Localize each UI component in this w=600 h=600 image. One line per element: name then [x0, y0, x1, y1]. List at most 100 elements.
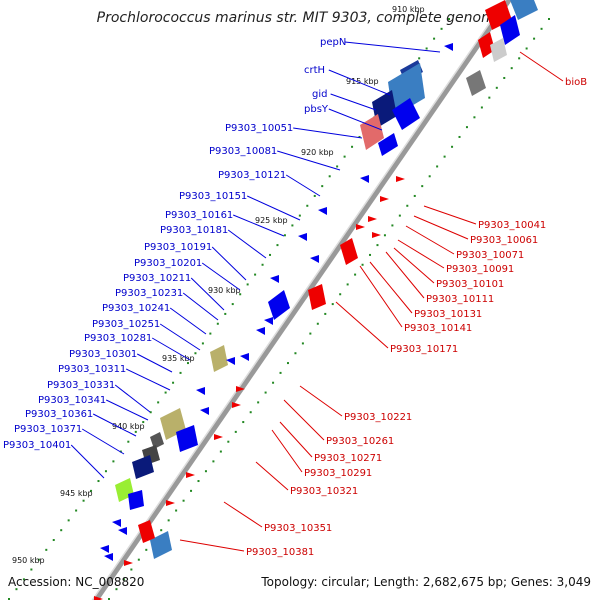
gene-label-left[interactable]: P9303_10251: [92, 319, 160, 330]
gene-leader-line: [182, 292, 219, 321]
gene-label-left[interactable]: P9303_10241: [102, 303, 170, 314]
gene-label-left[interactable]: crtH: [304, 65, 325, 76]
gene-label-right[interactable]: P9303_10141: [404, 323, 472, 334]
scale-tick: [45, 548, 48, 551]
gene-label-right[interactable]: P9303_10291: [304, 468, 372, 479]
gene-label-right[interactable]: P9303_10351: [264, 523, 332, 534]
scale-tick: [246, 283, 249, 286]
gene-label-left[interactable]: P9303_10231: [115, 288, 183, 299]
gene-block-P9303_10381[interactable]: [138, 520, 155, 543]
gene-arrow-forward[interactable]: [270, 275, 279, 283]
gene-label-right[interactable]: P9303_10321: [290, 486, 358, 497]
gene-arrow-reverse[interactable]: [124, 560, 133, 566]
gene-block-reverse-lightblue[interactable]: [150, 531, 172, 559]
gene-label-left[interactable]: P9303_10361: [25, 409, 93, 420]
gene-label-right[interactable]: P9303_10041: [478, 220, 546, 231]
gene-label-right[interactable]: bioB: [565, 77, 587, 88]
gene-arrow-forward[interactable]: [444, 43, 453, 51]
gene-arrow-forward[interactable]: [240, 353, 249, 361]
gene-label-left[interactable]: P9303_10331: [47, 380, 115, 391]
gene-arrow-reverse[interactable]: [356, 224, 365, 230]
gene-arrow-forward[interactable]: [298, 233, 307, 241]
gene-arrow-forward[interactable]: [100, 545, 109, 553]
gene-label-left[interactable]: P9303_10121: [218, 170, 286, 181]
gene-arrow-forward[interactable]: [200, 407, 209, 415]
gene-arrow-reverse[interactable]: [232, 402, 241, 408]
gene-arrow-forward[interactable]: [318, 207, 327, 215]
gene-label-left[interactable]: P9303_10341: [38, 395, 106, 406]
gene-label-right[interactable]: P9303_10071: [456, 250, 524, 261]
gene-label-right[interactable]: P9303_10061: [470, 235, 538, 246]
gene-block-rev[interactable]: [466, 70, 486, 96]
gene-arrow-forward[interactable]: [226, 357, 235, 365]
gene-arrow-forward[interactable]: [264, 317, 273, 325]
gene-label-right[interactable]: P9303_10271: [314, 453, 382, 464]
gene-label-left[interactable]: pepN: [320, 37, 346, 48]
gene-label-left[interactable]: P9303_10301: [69, 349, 137, 360]
gene-arrow-reverse[interactable]: [214, 434, 223, 440]
gene-arrow-reverse[interactable]: [368, 216, 377, 222]
gene-block-P9303_10171[interactable]: [340, 238, 358, 265]
gene-arrow-reverse[interactable]: [236, 386, 245, 392]
gene-arrow-reverse[interactable]: [396, 176, 405, 182]
gene-block-P9303_10231[interactable]: [268, 290, 290, 320]
gene-label-right[interactable]: P9303_10111: [426, 294, 494, 305]
gene-label-left[interactable]: gid: [312, 89, 327, 100]
gene-label-right[interactable]: P9303_10261: [326, 436, 394, 447]
gene-label-left[interactable]: P9303_10281: [84, 333, 152, 344]
gene-block-P9303_10051[interactable]: [360, 114, 384, 150]
gene-arrow-forward[interactable]: [118, 527, 127, 535]
gene-block-P9303_10081[interactable]: [378, 133, 398, 156]
gene-label-right[interactable]: P9303_10221: [344, 412, 412, 423]
gene-label-right[interactable]: P9303_10381: [246, 547, 314, 558]
gene-label-left[interactable]: P9303_10311: [58, 364, 126, 375]
gene-label-left[interactable]: P9303_10211: [123, 273, 191, 284]
gene-block-rev[interactable]: [510, 0, 538, 20]
right-gene-labels: bioB P9303_10041 P9303_10061 P9303_10071 P93…: [179, 51, 587, 558]
gene-arrow-forward[interactable]: [256, 327, 265, 335]
gene-block-P9303_10281[interactable]: [210, 345, 228, 372]
gene-block-crtH[interactable]: [388, 63, 425, 117]
gene-leader-line: [201, 262, 241, 291]
gene-block-P9303_10401[interactable]: [132, 455, 154, 479]
gene-leader-line: [169, 307, 207, 335]
gene-label-left[interactable]: P9303_10371: [14, 424, 82, 435]
gene-label-right[interactable]: P9303_10171: [390, 344, 458, 355]
gene-block-P9303_10221[interactable]: [308, 284, 326, 310]
gene-arrow-forward[interactable]: [310, 255, 319, 263]
gene-label-left[interactable]: P9303_10201: [134, 258, 202, 269]
gene-arrow-reverse[interactable]: [372, 232, 381, 238]
gene-label-left[interactable]: P9303_10181: [160, 225, 228, 236]
gene-label-right[interactable]: P9303_10101: [436, 279, 504, 290]
gene-arrow-reverse[interactable]: [380, 196, 389, 202]
gene-block-rev[interactable]: [478, 32, 495, 58]
gene-arrow-forward[interactable]: [112, 519, 121, 527]
gene-block-rev[interactable]: [490, 38, 507, 62]
scale-tick: [104, 470, 107, 473]
gene-arrow-reverse[interactable]: [94, 596, 103, 600]
gene-label-left[interactable]: P9303_10401: [3, 440, 71, 451]
gene-label-left[interactable]: P9303_10191: [144, 242, 212, 253]
gene-block-pbsY[interactable]: [392, 98, 420, 130]
gene-arrow-reverse[interactable]: [166, 500, 175, 506]
gene-block-P9303_10341[interactable]: [176, 425, 198, 452]
gene-block-rev[interactable]: [500, 15, 520, 45]
scale-tick: [137, 558, 140, 561]
scale-tick: [52, 539, 55, 542]
gene-label-right[interactable]: P9303_10091: [446, 264, 514, 275]
gene-label-left[interactable]: pbsY: [304, 104, 329, 115]
gene-label-left[interactable]: P9303_10081: [209, 146, 277, 157]
gene-label-right[interactable]: P9303_10131: [414, 309, 482, 320]
gene-label-left[interactable]: P9303_10151: [179, 191, 247, 202]
gene-arrow-forward[interactable]: [360, 175, 369, 183]
gene-label-left[interactable]: P9303_10161: [165, 210, 233, 221]
gene-arrow-forward[interactable]: [104, 553, 113, 561]
gene-block-P9303_10361[interactable]: [150, 432, 164, 449]
gene-arrow-reverse[interactable]: [186, 472, 195, 478]
gene-leader-line: [92, 413, 137, 437]
gene-label-left[interactable]: P9303_10051: [225, 123, 293, 134]
gene-arrow-forward[interactable]: [196, 387, 205, 395]
gene-block-blue-small[interactable]: [128, 490, 144, 510]
scale-tick: [37, 558, 40, 561]
